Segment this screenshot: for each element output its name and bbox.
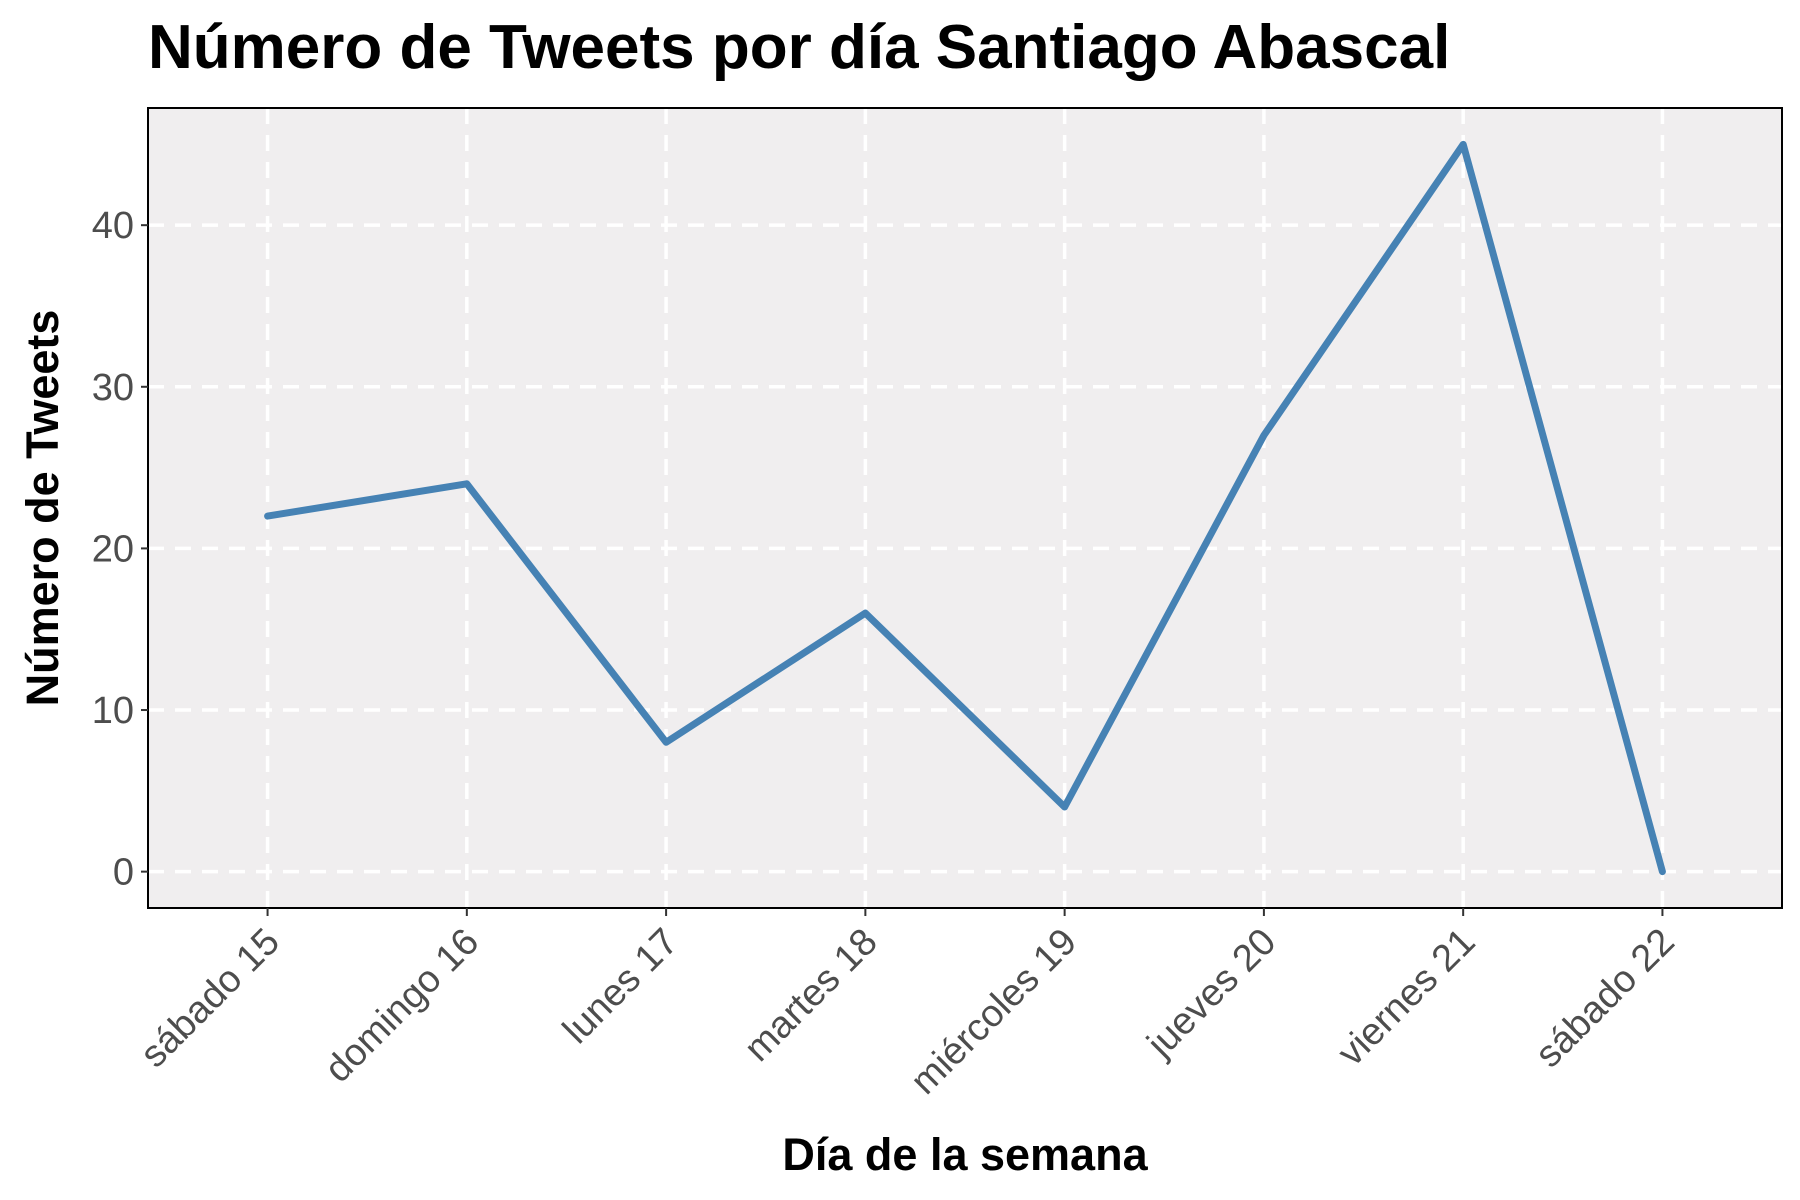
y-tick-label: 20: [92, 528, 134, 570]
plot-panel: [148, 108, 1782, 908]
y-axis: 0 10 20 30 40: [92, 205, 148, 894]
y-tick-label: 30: [92, 367, 134, 409]
y-tick-label: 40: [92, 205, 134, 247]
y-axis-title: Número de Tweets: [17, 310, 68, 707]
x-tick-label: viernes 21: [1330, 921, 1484, 1075]
y-tick-label: 10: [92, 690, 134, 732]
x-axis: sábado 15 domingo 16 lunes 17 martes 18 miér…: [133, 908, 1683, 1103]
data-point: [1659, 868, 1666, 875]
x-tick-label: lunes 17: [555, 921, 686, 1052]
data-point: [862, 610, 869, 617]
data-point: [264, 513, 271, 520]
series-layer: [264, 140, 1666, 876]
x-tick-label: domingo 16: [317, 921, 487, 1091]
data-point: [1260, 432, 1267, 439]
data-point: [1061, 803, 1068, 810]
series-line: [264, 140, 1666, 876]
data-point: [663, 739, 670, 746]
y-tick-label: 0: [113, 852, 134, 894]
chart-title: Número de Tweets por día Santiago Abasca…: [148, 13, 1450, 82]
x-tick-label: miércoles 19: [903, 921, 1085, 1103]
x-tick-label: martes 18: [737, 921, 886, 1070]
x-tick-label: sábado 15: [133, 921, 288, 1076]
x-tick-label: sábado 22: [1528, 921, 1683, 1076]
panel-border: [147, 107, 1783, 909]
x-axis-title: Día de la semana: [782, 1129, 1148, 1180]
x-tick-label: jueves 20: [1139, 921, 1284, 1066]
data-point: [1460, 141, 1467, 148]
y-gridlines: [148, 223, 1782, 874]
data-point: [463, 480, 470, 487]
